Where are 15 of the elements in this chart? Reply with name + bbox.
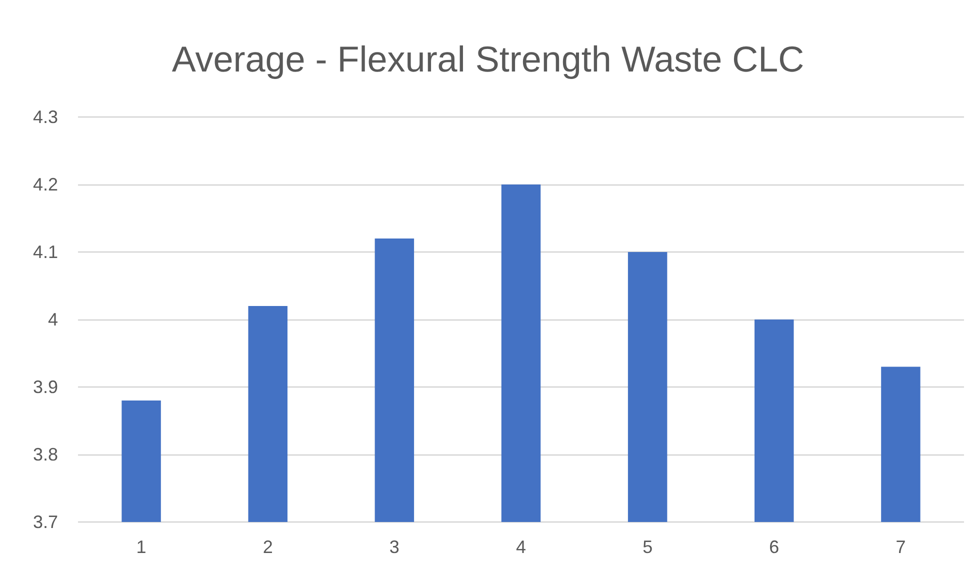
x-tick-label: 6 [769, 537, 780, 557]
x-tick-label: 1 [136, 537, 146, 557]
chart-title: Average - Flexural Strength Waste CLC [172, 38, 804, 80]
y-tick-label: 4.2 [32, 174, 58, 194]
x-tick-label: 4 [516, 537, 526, 557]
x-tick-label: 3 [389, 537, 400, 557]
x-tick-label: 7 [896, 537, 906, 557]
x-tick-label: 5 [642, 537, 653, 557]
y-tick-label: 4.3 [32, 107, 58, 127]
x-tick-label: 2 [262, 537, 273, 557]
y-tick-label: 3.8 [32, 444, 58, 464]
y-tick-label: 3.9 [32, 377, 58, 397]
y-tick-label: 4 [48, 310, 58, 330]
y-tick-label: 4.1 [32, 242, 58, 262]
y-tick-label: 3.7 [32, 512, 58, 532]
